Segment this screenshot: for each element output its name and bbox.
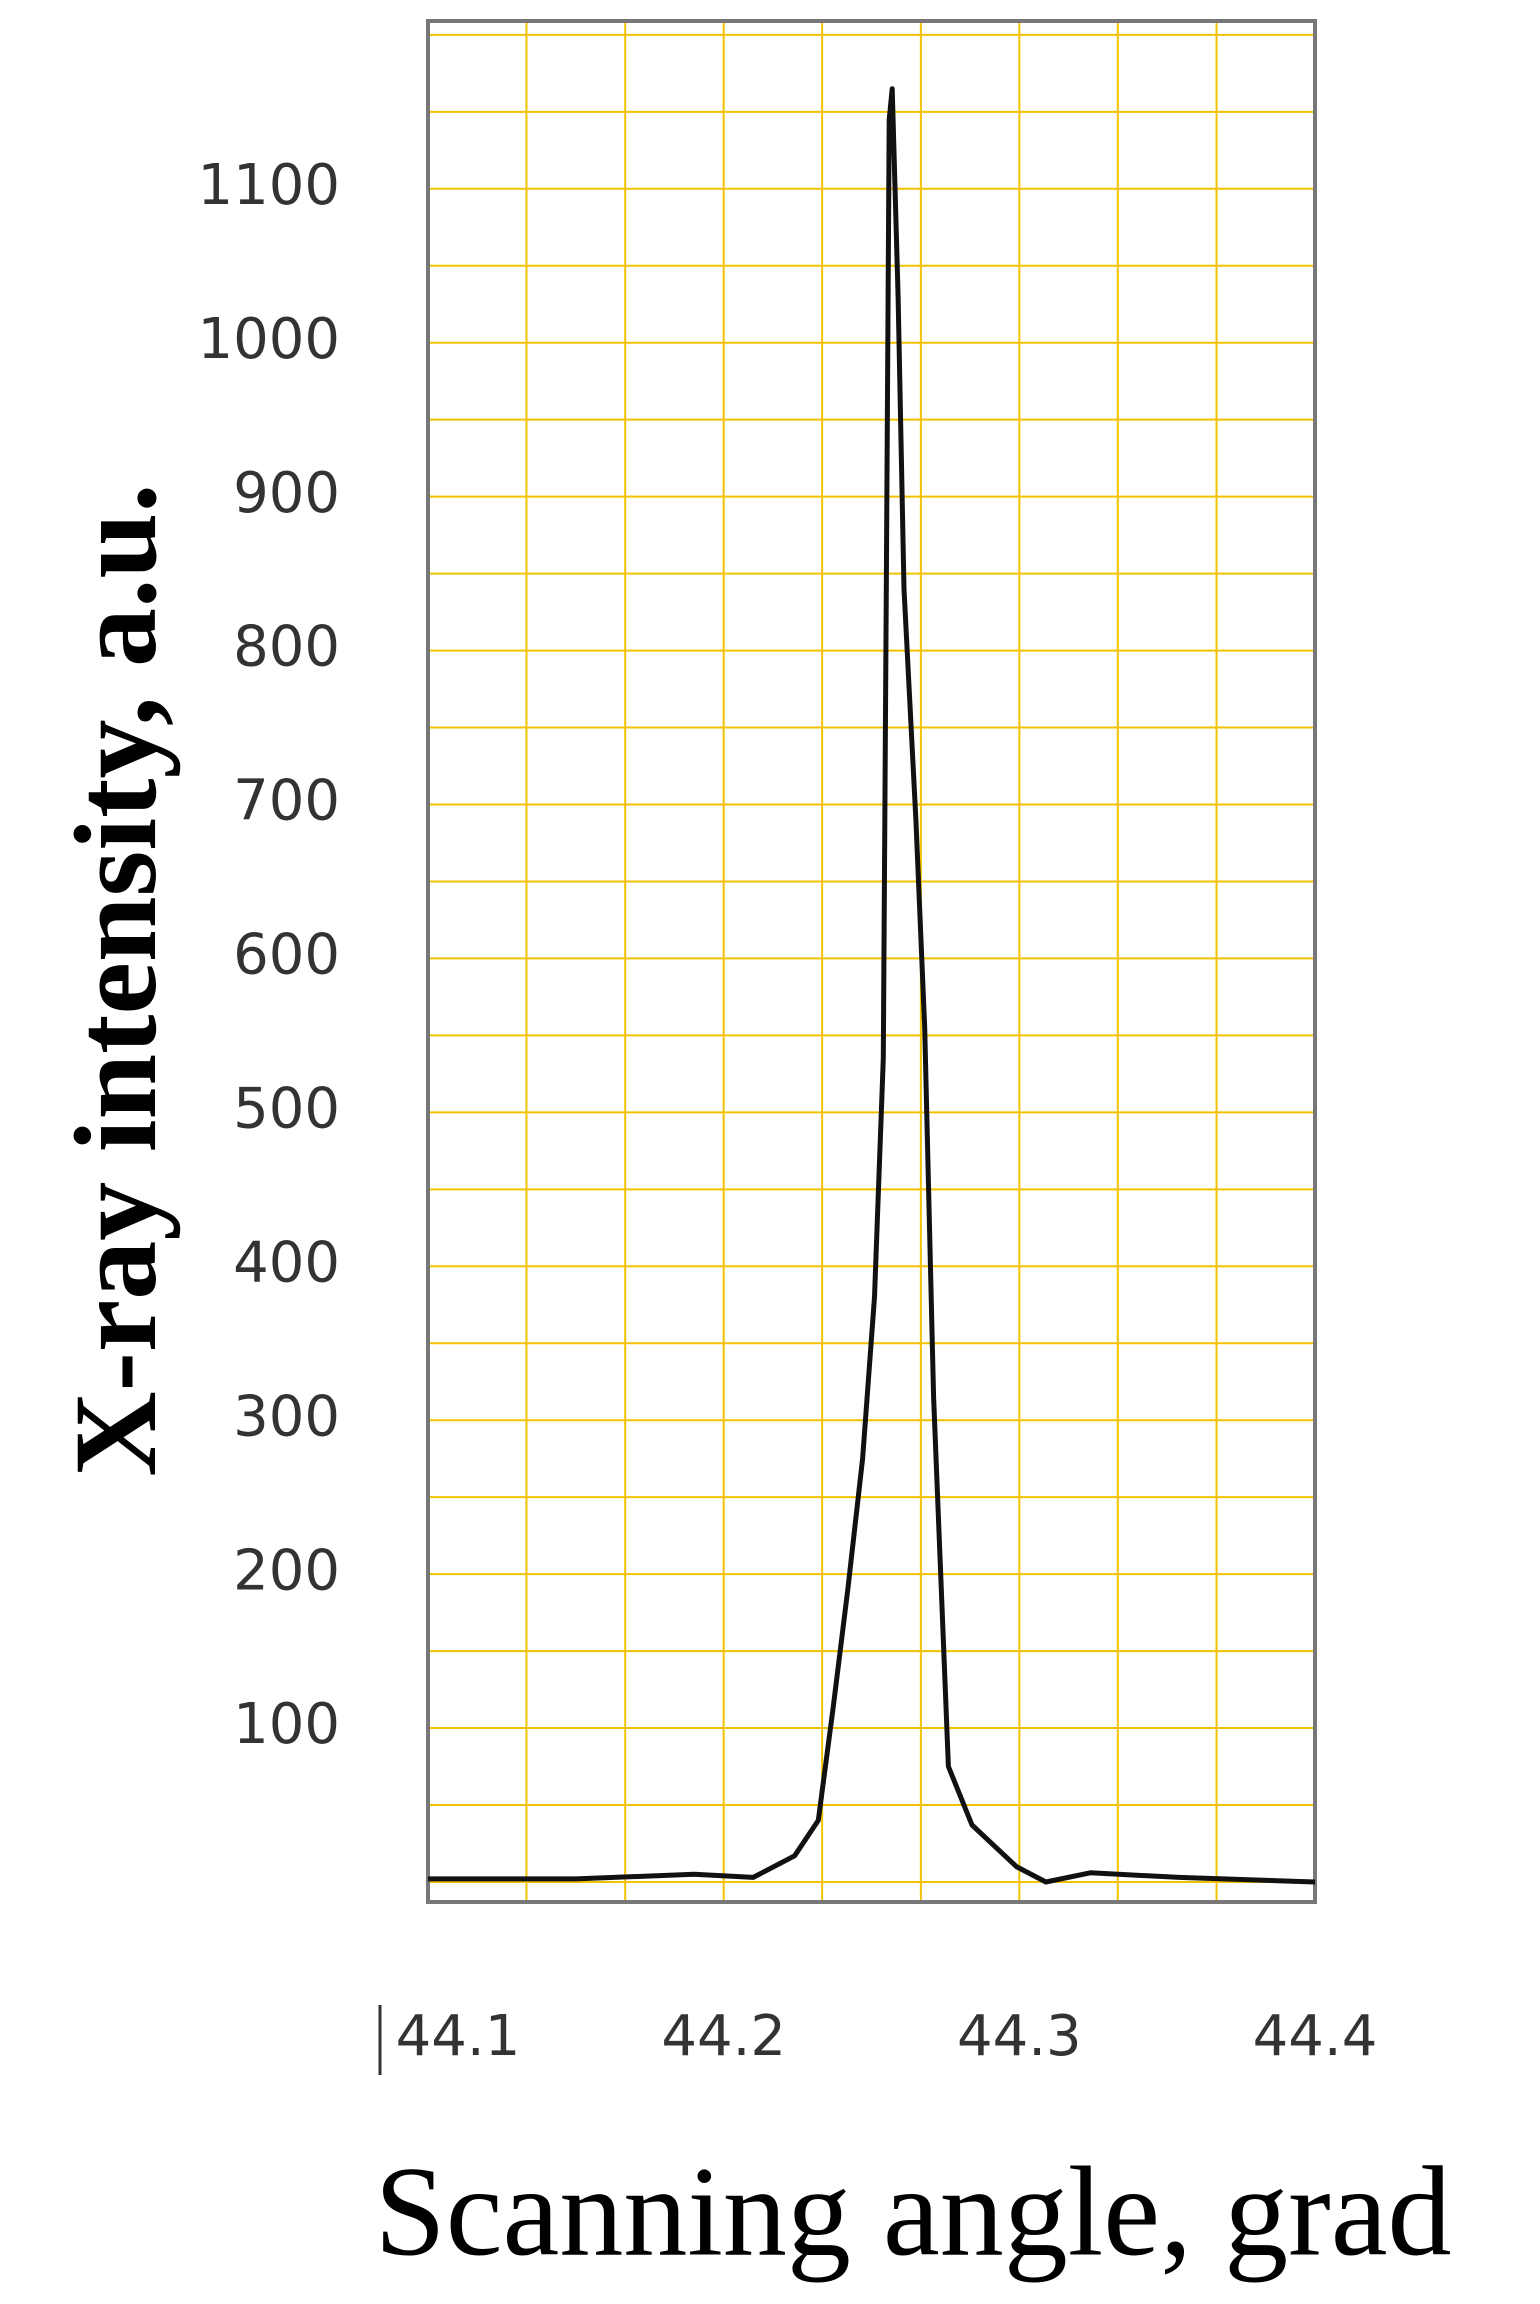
y-tick-label: 400	[233, 1230, 340, 1295]
y-tick-label: 200	[233, 1538, 340, 1603]
y-tick-label: 1100	[197, 153, 340, 218]
y-tick-label: 100	[233, 1692, 340, 1757]
y-tick-label: 600	[233, 923, 340, 988]
y-tick-label: 900	[233, 461, 340, 526]
x-tick-label: 44.1	[396, 2004, 521, 2069]
data-line	[428, 86, 1316, 1885]
x-tick-label: 44.2	[661, 2004, 786, 2069]
x-axis-title: Scanning angle, grad	[375, 2140, 1452, 2282]
plot-frame	[426, 19, 1317, 1904]
y-tick-label: 1000	[197, 307, 340, 372]
y-tick-label: 700	[233, 769, 340, 834]
x-tick-label: 44.3	[957, 2004, 1082, 2069]
x-tick-label: 44.4	[1253, 2004, 1378, 2069]
y-axis-title: X-ray intensity, a.u.	[50, 483, 181, 1476]
y-tick-label: 500	[233, 1076, 340, 1141]
plot-area	[428, 21, 1315, 1902]
y-tick-label: 800	[233, 615, 340, 680]
y-tick-label: 300	[233, 1384, 340, 1449]
